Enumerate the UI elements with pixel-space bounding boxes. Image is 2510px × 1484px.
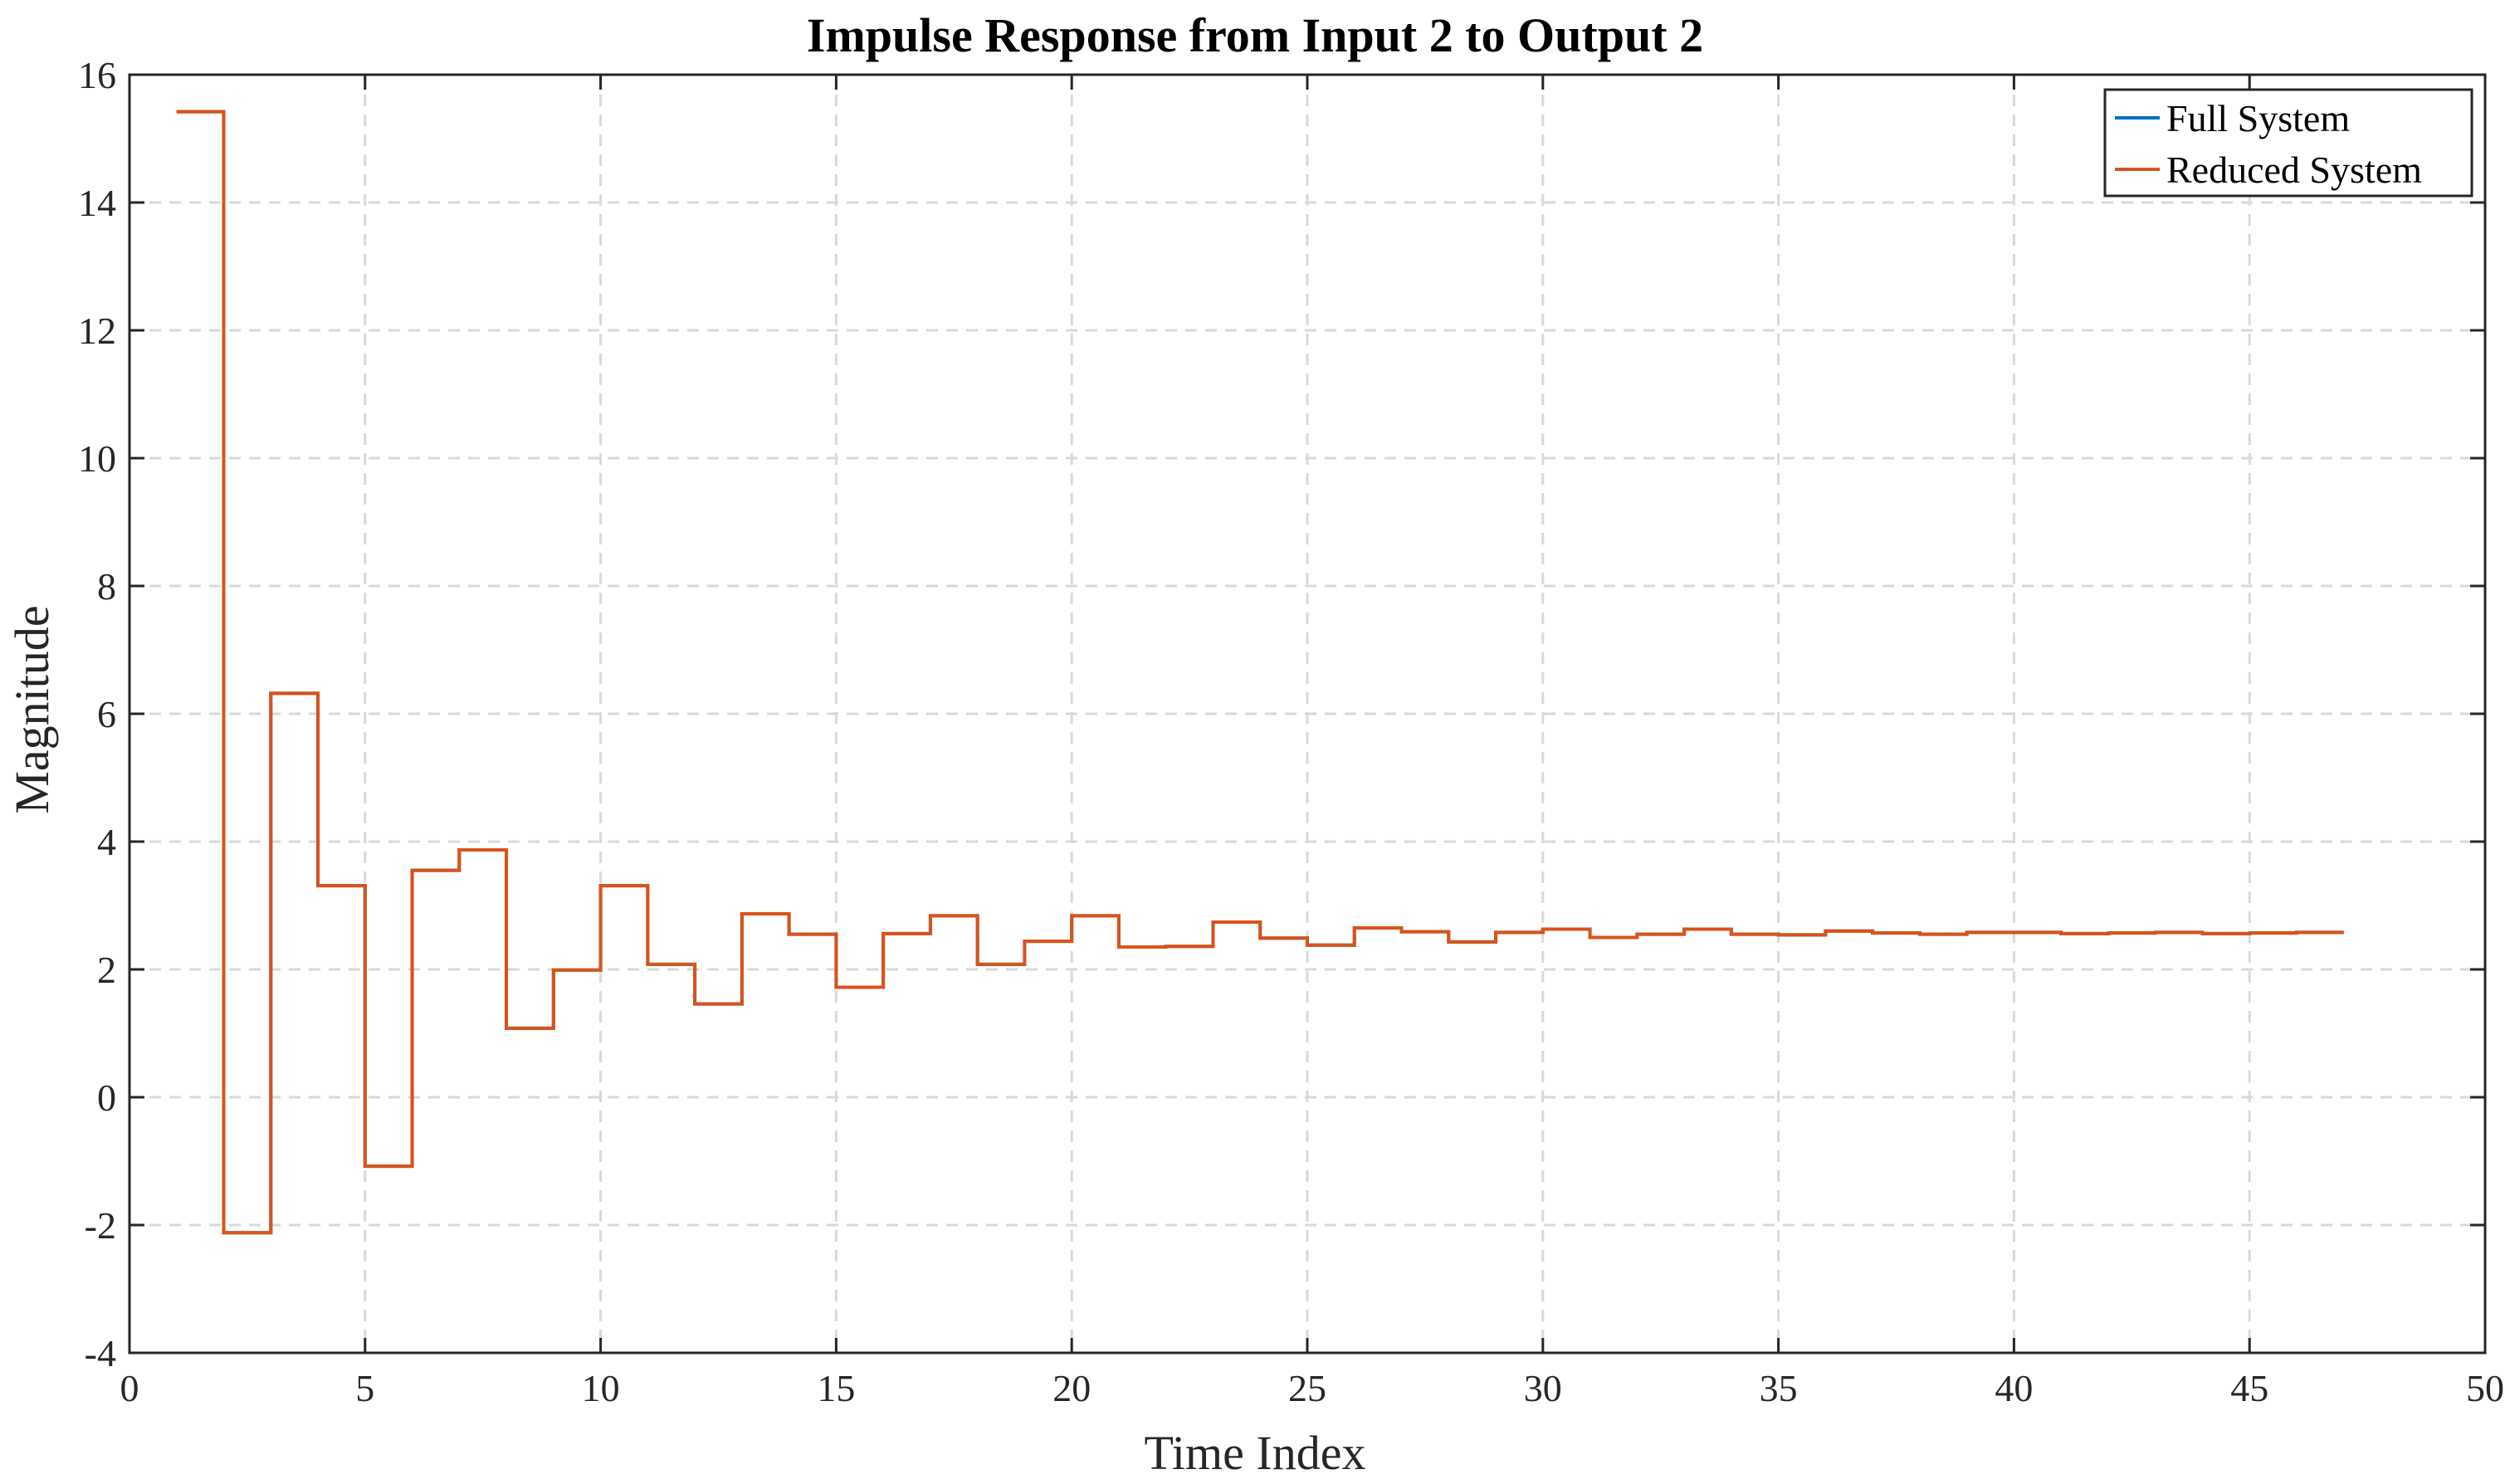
series-line-reduced-system [176,110,2344,1235]
x-tick-label: 0 [120,1367,139,1409]
y-tick-label: 12 [78,310,116,352]
x-tick-label: 25 [1288,1367,1326,1409]
x-tick-label: 20 [1052,1367,1091,1409]
y-tick-label: 16 [78,54,116,96]
axis-ticks: 0 5 10 15 20 25 30 35 40 45 50 -4 -2 0 2 4 6 8 10 12 14 16 [78,54,2504,1409]
y-tick-label: 4 [97,821,116,863]
series-layer [176,110,2344,1235]
y-axis-label: Magnitude [5,605,59,813]
x-axis-label: Time Index [1145,1426,1366,1480]
legend-label: Reduced System [2166,149,2422,191]
x-tick-label: 45 [2230,1367,2268,1409]
y-tick-label: 0 [97,1076,116,1119]
x-tick-label: 15 [817,1367,855,1409]
x-tick-label: 30 [1524,1367,1562,1409]
x-tick-label: 40 [1995,1367,2033,1409]
y-tick-label: 2 [97,949,116,991]
x-tick-label: 5 [355,1367,374,1409]
y-tick-label: -2 [85,1204,116,1247]
y-tick-label: 10 [78,437,116,480]
y-tick-label: 6 [97,693,116,735]
y-tick-label: 14 [78,182,116,224]
y-tick-label: 8 [97,565,116,608]
legend-label: Full System [2166,97,2350,139]
y-tick-label: -4 [85,1332,116,1374]
legend-box [2103,88,2473,198]
x-tick-label: 10 [582,1367,620,1409]
legend: Full System Reduced System [2103,88,2473,198]
x-tick-label: 50 [2466,1367,2504,1409]
grid-lines [129,75,2485,1353]
chart-title: Impulse Response from Input 2 to Output … [807,8,1703,62]
x-tick-label: 35 [1760,1367,1798,1409]
